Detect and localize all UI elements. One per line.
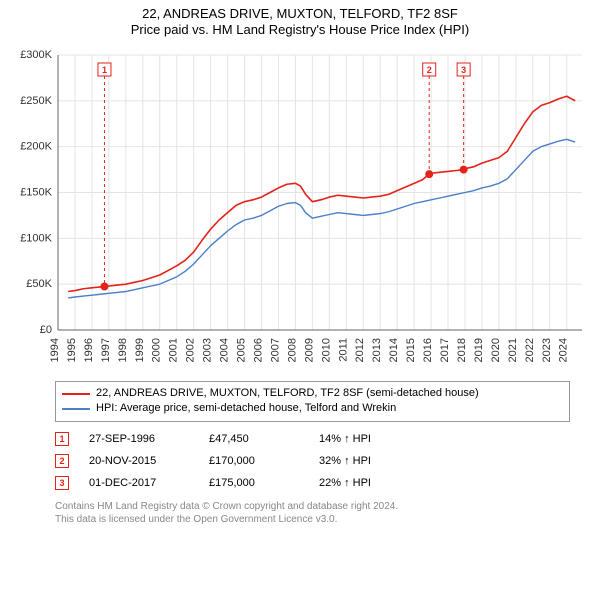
legend-row: 22, ANDREAS DRIVE, MUXTON, TELFORD, TF2 … [62, 386, 563, 401]
chart-title-block: 22, ANDREAS DRIVE, MUXTON, TELFORD, TF2 … [0, 0, 600, 41]
svg-text:2011: 2011 [337, 338, 349, 362]
sale-row: 3 01-DEC-2017 £175,000 22% ↑ HPI [55, 472, 570, 494]
svg-text:1: 1 [102, 65, 107, 75]
footnote-line1: Contains HM Land Registry data © Crown c… [55, 500, 570, 513]
legend-label: HPI: Average price, semi-detached house,… [96, 401, 396, 416]
footnote-line2: This data is licensed under the Open Gov… [55, 513, 570, 526]
svg-text:2009: 2009 [303, 338, 315, 362]
sale-date: 01-DEC-2017 [89, 477, 189, 489]
price-chart: £0 £50K £100K £150K £200K £250K £300K 1994 1995 1… [10, 45, 590, 375]
sale-price: £175,000 [209, 477, 299, 489]
svg-text:£250K: £250K [20, 95, 52, 107]
chart-area: £0 £50K £100K £150K £200K £250K £300K 1994 1995 1… [10, 45, 590, 375]
sale-date: 20-NOV-2015 [89, 455, 189, 467]
sale-marker: 3 [55, 476, 69, 490]
sale-marker: 1 [55, 432, 69, 446]
svg-text:1997: 1997 [100, 338, 112, 362]
svg-text:2021: 2021 [507, 338, 519, 362]
svg-text:1995: 1995 [66, 338, 78, 362]
svg-text:£200K: £200K [20, 141, 52, 153]
svg-text:2: 2 [427, 65, 432, 75]
legend-row: HPI: Average price, semi-detached house,… [62, 401, 563, 416]
sale-row: 1 27-SEP-1996 £47,450 14% ↑ HPI [55, 428, 570, 450]
svg-text:2010: 2010 [320, 338, 332, 362]
svg-text:2008: 2008 [286, 338, 298, 362]
svg-text:2014: 2014 [388, 338, 400, 362]
svg-text:2006: 2006 [252, 338, 264, 362]
svg-text:£0: £0 [40, 324, 52, 336]
sale-marker: 2 [55, 454, 69, 468]
svg-text:1999: 1999 [134, 338, 146, 362]
svg-text:£300K: £300K [20, 49, 52, 61]
sale-price: £47,450 [209, 433, 299, 445]
svg-text:2022: 2022 [524, 338, 536, 362]
title-line1: 22, ANDREAS DRIVE, MUXTON, TELFORD, TF2 … [10, 6, 590, 21]
sales-table: 1 27-SEP-1996 £47,450 14% ↑ HPI 2 20-NOV-2015… [55, 428, 570, 494]
title-line2: Price paid vs. HM Land Registry's House … [10, 22, 590, 37]
sale-diff: 32% ↑ HPI [319, 455, 371, 467]
legend-swatch [62, 408, 90, 410]
svg-text:2020: 2020 [490, 338, 502, 362]
svg-text:2001: 2001 [168, 338, 180, 362]
svg-text:£50K: £50K [26, 278, 52, 290]
footnote: Contains HM Land Registry data © Crown c… [55, 500, 570, 526]
sale-diff: 22% ↑ HPI [319, 477, 371, 489]
legend: 22, ANDREAS DRIVE, MUXTON, TELFORD, TF2 … [55, 381, 570, 422]
svg-text:2019: 2019 [473, 338, 485, 362]
svg-text:1994: 1994 [49, 338, 61, 362]
svg-text:2018: 2018 [456, 338, 468, 362]
legend-swatch [62, 393, 90, 395]
svg-text:2016: 2016 [422, 338, 434, 362]
svg-text:2013: 2013 [371, 338, 383, 362]
svg-text:2023: 2023 [541, 338, 553, 362]
svg-text:2000: 2000 [151, 338, 163, 362]
svg-text:2003: 2003 [202, 338, 214, 362]
svg-text:£150K: £150K [20, 187, 52, 199]
svg-text:2015: 2015 [405, 338, 417, 362]
svg-text:1996: 1996 [83, 338, 95, 362]
legend-label: 22, ANDREAS DRIVE, MUXTON, TELFORD, TF2 … [96, 386, 479, 401]
svg-text:2012: 2012 [354, 338, 366, 362]
svg-text:3: 3 [461, 65, 466, 75]
sale-diff: 14% ↑ HPI [319, 433, 371, 445]
svg-text:1998: 1998 [117, 338, 129, 362]
sale-row: 2 20-NOV-2015 £170,000 32% ↑ HPI [55, 450, 570, 472]
sale-price: £170,000 [209, 455, 299, 467]
svg-text:2002: 2002 [185, 338, 197, 362]
svg-text:2007: 2007 [269, 338, 281, 362]
svg-text:2004: 2004 [219, 338, 231, 362]
svg-text:£100K: £100K [20, 232, 52, 244]
sale-date: 27-SEP-1996 [89, 433, 189, 445]
svg-text:2005: 2005 [236, 338, 248, 362]
svg-text:2017: 2017 [439, 338, 451, 362]
svg-text:2024: 2024 [558, 338, 570, 362]
